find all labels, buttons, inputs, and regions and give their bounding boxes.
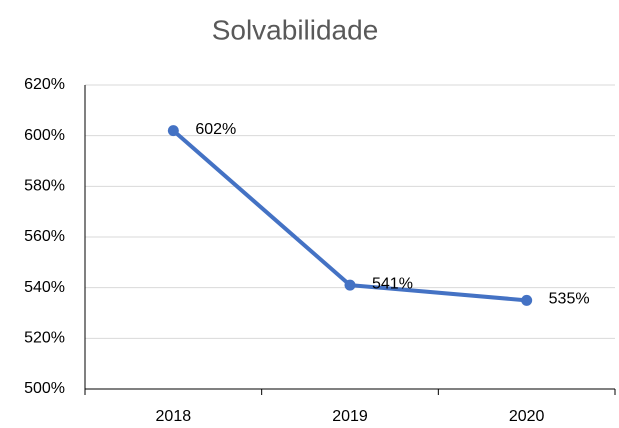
x-tick-label: 2018	[156, 408, 192, 425]
marker	[521, 294, 533, 306]
marker	[167, 125, 179, 137]
line	[172, 129, 527, 303]
chart-title: Solvabilidade	[212, 14, 379, 45]
marker	[344, 279, 356, 291]
x-tick-label: 2020	[509, 408, 545, 425]
y-tick-label: 600%	[24, 127, 65, 144]
y-tick-label: 560%	[24, 228, 65, 245]
data-label: 541%	[372, 275, 413, 292]
data-label: 535%	[549, 291, 590, 308]
y-tick-label: 520%	[24, 330, 65, 347]
data-label: 602%	[195, 121, 236, 138]
x-tick-label: 2019	[332, 408, 368, 425]
y-tick-label: 580%	[24, 178, 65, 195]
y-tick-label: 620%	[24, 76, 65, 93]
y-tick-label: 540%	[24, 279, 65, 296]
y-tick-label: 500%	[24, 380, 65, 397]
